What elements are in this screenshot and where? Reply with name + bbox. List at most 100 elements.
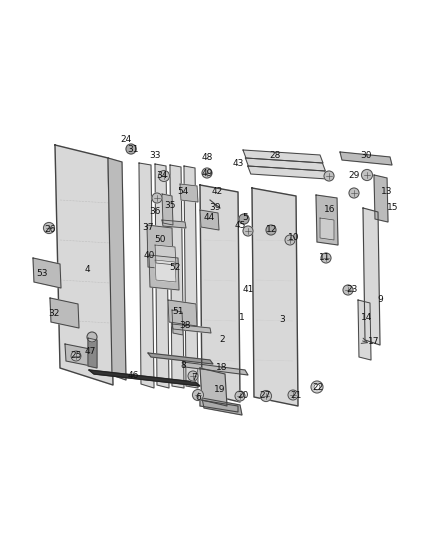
Polygon shape — [89, 370, 200, 386]
Circle shape — [311, 381, 323, 393]
Text: 18: 18 — [216, 364, 228, 373]
Circle shape — [288, 390, 298, 400]
Polygon shape — [55, 145, 113, 385]
Text: 9: 9 — [377, 295, 383, 304]
Polygon shape — [147, 225, 173, 270]
Polygon shape — [200, 400, 238, 412]
Polygon shape — [248, 166, 328, 179]
Polygon shape — [184, 166, 198, 388]
Text: 19: 19 — [214, 385, 226, 394]
Polygon shape — [172, 324, 211, 333]
Text: 30: 30 — [360, 150, 372, 159]
Text: 21: 21 — [290, 391, 302, 400]
Text: 26: 26 — [44, 224, 56, 233]
Text: 3: 3 — [279, 316, 285, 325]
Text: 51: 51 — [172, 306, 184, 316]
Circle shape — [239, 214, 249, 224]
Polygon shape — [149, 255, 179, 290]
Polygon shape — [180, 184, 198, 202]
Polygon shape — [316, 195, 338, 245]
Text: 32: 32 — [48, 309, 60, 318]
Text: 29: 29 — [348, 171, 360, 180]
Text: 20: 20 — [237, 392, 249, 400]
Text: 34: 34 — [156, 171, 168, 180]
Polygon shape — [155, 245, 176, 265]
Text: 53: 53 — [36, 270, 48, 279]
Polygon shape — [358, 300, 371, 360]
Text: 36: 36 — [149, 207, 161, 216]
Text: 14: 14 — [361, 313, 373, 322]
Circle shape — [188, 371, 198, 381]
Text: 31: 31 — [127, 146, 139, 155]
Text: 28: 28 — [269, 150, 281, 159]
Text: 25: 25 — [71, 351, 82, 359]
Text: 39: 39 — [209, 204, 221, 213]
Text: 38: 38 — [179, 320, 191, 329]
Polygon shape — [162, 194, 173, 225]
Polygon shape — [374, 175, 388, 222]
Circle shape — [71, 351, 81, 361]
Polygon shape — [162, 220, 186, 228]
Circle shape — [285, 235, 295, 245]
Text: 2: 2 — [219, 335, 225, 344]
Polygon shape — [148, 353, 213, 364]
Text: 43: 43 — [232, 158, 244, 167]
Text: 5: 5 — [242, 214, 248, 222]
Polygon shape — [168, 300, 197, 326]
Text: 13: 13 — [381, 188, 393, 197]
Polygon shape — [245, 158, 325, 171]
Circle shape — [126, 144, 136, 154]
Polygon shape — [183, 362, 248, 375]
Text: 22: 22 — [312, 384, 324, 392]
Circle shape — [349, 188, 359, 198]
Text: 7: 7 — [191, 373, 197, 382]
Polygon shape — [65, 344, 91, 366]
Circle shape — [261, 391, 272, 401]
Text: 37: 37 — [142, 223, 154, 232]
Circle shape — [235, 391, 245, 401]
Text: 24: 24 — [120, 135, 132, 144]
Text: 15: 15 — [387, 203, 399, 212]
Text: 47: 47 — [84, 348, 95, 357]
Circle shape — [324, 171, 334, 181]
Circle shape — [87, 332, 97, 342]
Text: 45: 45 — [234, 221, 246, 230]
Text: 35: 35 — [164, 200, 176, 209]
Polygon shape — [320, 218, 334, 240]
Polygon shape — [50, 298, 79, 328]
Circle shape — [321, 253, 331, 263]
Text: 49: 49 — [201, 168, 213, 177]
Polygon shape — [170, 165, 184, 388]
Text: 33: 33 — [149, 151, 161, 160]
Text: 52: 52 — [170, 263, 181, 272]
Polygon shape — [252, 188, 298, 406]
Text: 50: 50 — [154, 236, 166, 245]
Polygon shape — [200, 210, 219, 230]
Polygon shape — [33, 258, 61, 288]
Polygon shape — [155, 260, 176, 282]
Circle shape — [266, 225, 276, 235]
Circle shape — [159, 171, 170, 182]
Text: 44: 44 — [203, 213, 215, 222]
Text: 8: 8 — [180, 361, 186, 370]
Text: 17: 17 — [368, 336, 380, 345]
Polygon shape — [139, 163, 154, 388]
Polygon shape — [202, 398, 242, 415]
Polygon shape — [340, 152, 392, 165]
Text: 40: 40 — [143, 252, 155, 261]
Polygon shape — [363, 208, 380, 345]
Circle shape — [152, 193, 162, 203]
Polygon shape — [172, 310, 183, 335]
Text: 23: 23 — [346, 286, 358, 295]
Polygon shape — [200, 185, 240, 402]
Circle shape — [361, 169, 372, 181]
Text: 41: 41 — [242, 286, 254, 295]
Polygon shape — [200, 368, 227, 406]
Circle shape — [343, 285, 353, 295]
Circle shape — [43, 222, 54, 233]
Circle shape — [243, 226, 253, 236]
Text: 4: 4 — [84, 265, 90, 274]
Text: 10: 10 — [288, 233, 300, 243]
Text: 6: 6 — [195, 393, 201, 402]
Text: 16: 16 — [324, 206, 336, 214]
